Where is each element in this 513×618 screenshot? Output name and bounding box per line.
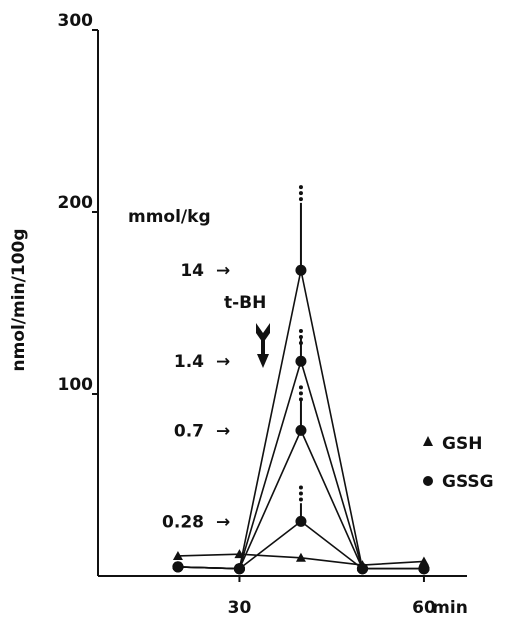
dose-label: 0.28 <box>162 512 204 532</box>
y-tick-label: 200 <box>58 193 94 213</box>
legend-label-gssg: GSSG <box>442 472 494 492</box>
annotation-layer: mmol/kg t-BH 14 → 1.4 → 0.7 → 0.28 → <box>128 185 303 532</box>
x-tick-group: 30 60 <box>228 576 436 618</box>
legend-triangle-icon <box>423 436 433 446</box>
treatment-arrow-icon <box>256 323 270 368</box>
legend-label-gsh: GSH <box>442 434 482 454</box>
data-point-circle <box>172 561 184 573</box>
y-axis-title: nmol/min/100g <box>9 228 29 371</box>
dose-label: 0.7 <box>174 421 204 441</box>
data-point-circle <box>233 563 245 575</box>
y-tick-label: 300 <box>58 11 94 31</box>
series-layer <box>172 202 430 575</box>
x-unit-label: min <box>432 598 468 618</box>
dose-label: 14 <box>180 261 204 281</box>
data-point-circle <box>295 424 307 436</box>
legend-circle-icon <box>423 476 433 486</box>
dose-label: 1.4 <box>174 352 204 372</box>
series-gsh-4 <box>172 549 429 570</box>
x-tick-label: 60 <box>412 598 436 618</box>
axes-group: 100 200 300 30 60 min nmol/min/100g <box>9 11 468 618</box>
significance-dots <box>298 185 303 202</box>
significance-dots <box>298 485 303 502</box>
dose-arrow-icon: → <box>216 512 230 532</box>
data-point-triangle <box>418 556 429 566</box>
data-point-triangle <box>357 560 368 570</box>
data-point-circle <box>295 264 307 276</box>
dose-arrow-icon: → <box>216 421 230 441</box>
dose-arrow-icon: → <box>216 261 230 281</box>
dose-arrow-icon: → <box>216 352 230 372</box>
data-point-circle <box>295 355 307 367</box>
significance-dots <box>298 385 303 402</box>
significance-dots <box>298 328 303 345</box>
data-point-circle <box>418 563 430 575</box>
y-tick-label: 100 <box>58 375 94 395</box>
series-gssg-1 <box>172 337 430 575</box>
y-tick-group: 100 200 300 <box>58 11 98 395</box>
data-point-triangle <box>295 552 306 562</box>
legend: GSH GSSG <box>423 434 494 492</box>
x-tick-label: 30 <box>228 598 252 618</box>
dose-unit-label: mmol/kg <box>128 207 211 227</box>
data-point-circle <box>295 515 307 527</box>
data-point-triangle <box>172 550 183 560</box>
treatment-label: t-BH <box>224 293 266 313</box>
data-point-triangle <box>234 549 245 559</box>
